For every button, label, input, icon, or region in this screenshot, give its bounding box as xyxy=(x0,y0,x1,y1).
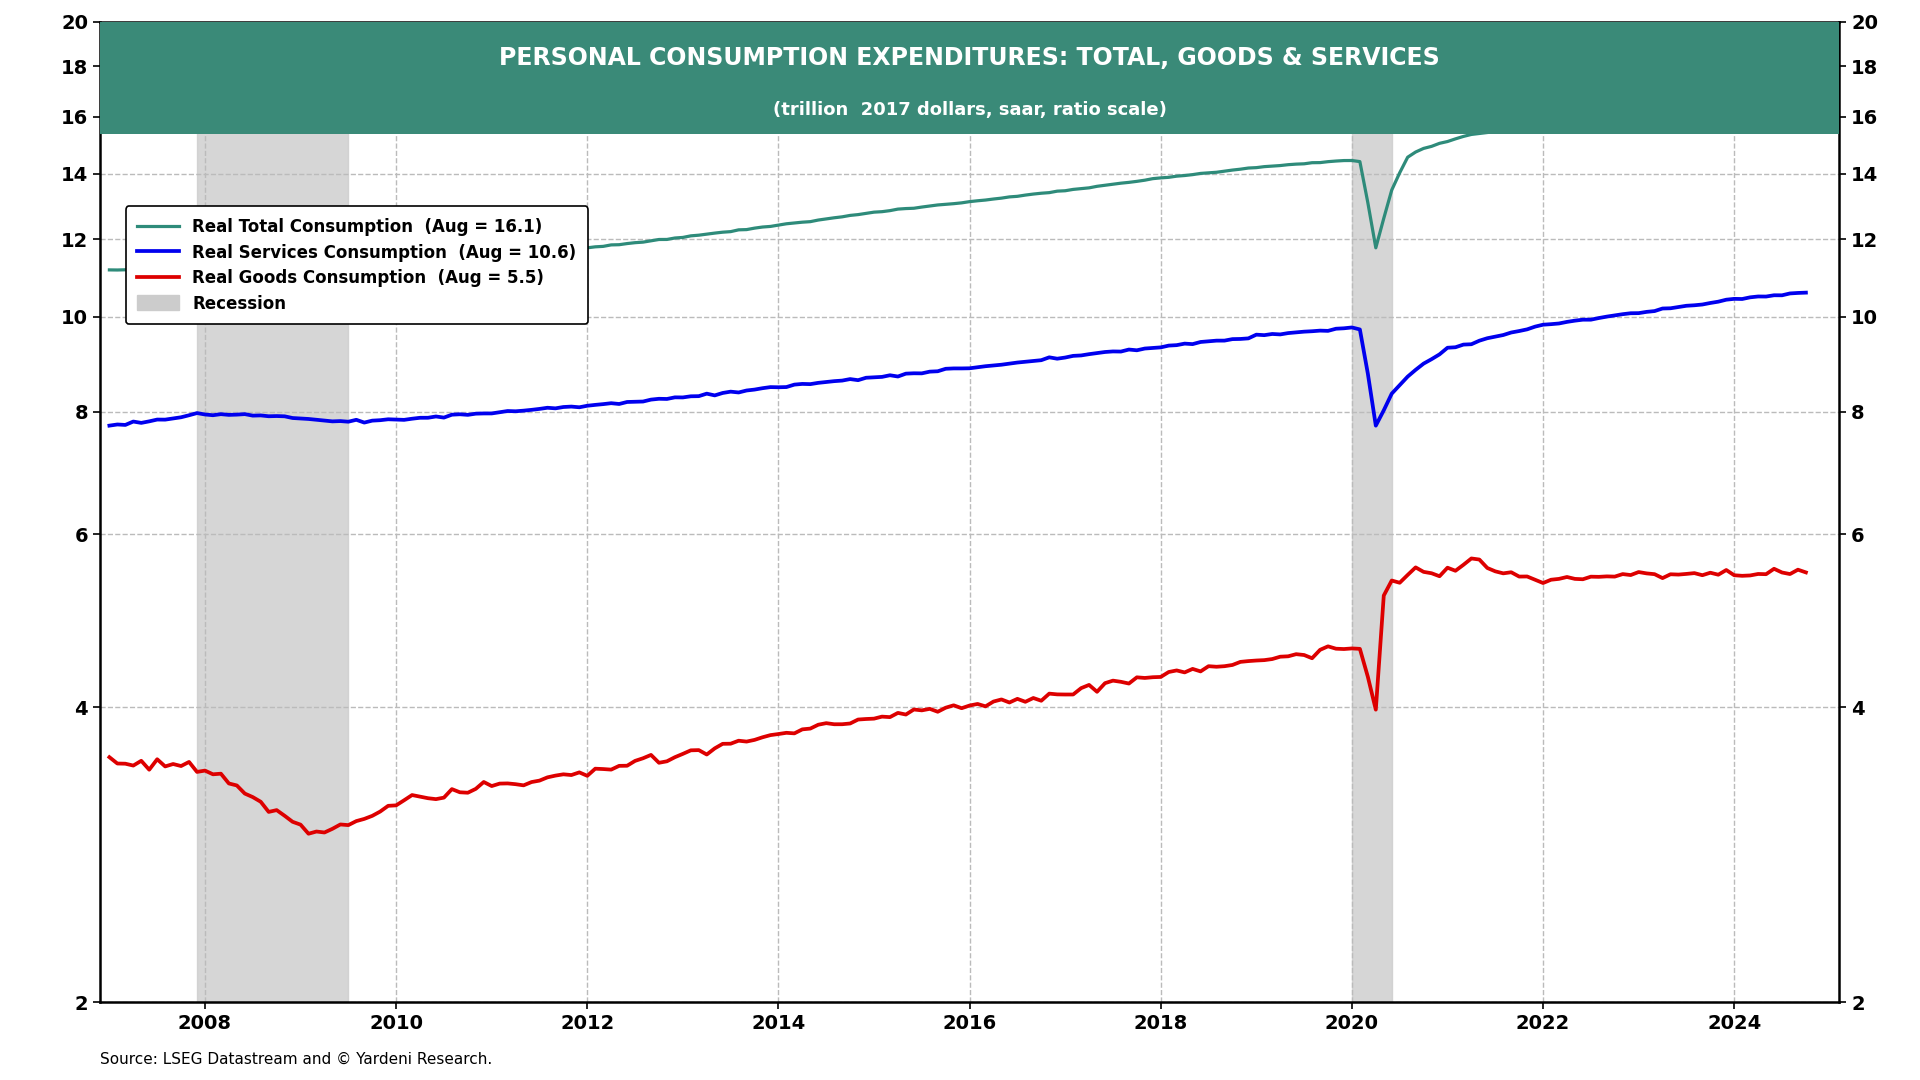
Text: PERSONAL CONSUMPTION EXPENDITURES: TOTAL, GOODS & SERVICES: PERSONAL CONSUMPTION EXPENDITURES: TOTAL… xyxy=(499,45,1440,70)
Text: Source: LSEG Datastream and © Yardeni Research.: Source: LSEG Datastream and © Yardeni Re… xyxy=(100,1052,492,1067)
Legend: Real Total Consumption  (Aug = 16.1), Real Services Consumption  (Aug = 10.6), R: Real Total Consumption (Aug = 16.1), Rea… xyxy=(125,206,588,324)
Bar xyxy=(198,22,348,1002)
Text: (trillion  2017 dollars, saar, ratio scale): (trillion 2017 dollars, saar, ratio scal… xyxy=(772,100,1167,119)
Bar xyxy=(1352,22,1392,1002)
